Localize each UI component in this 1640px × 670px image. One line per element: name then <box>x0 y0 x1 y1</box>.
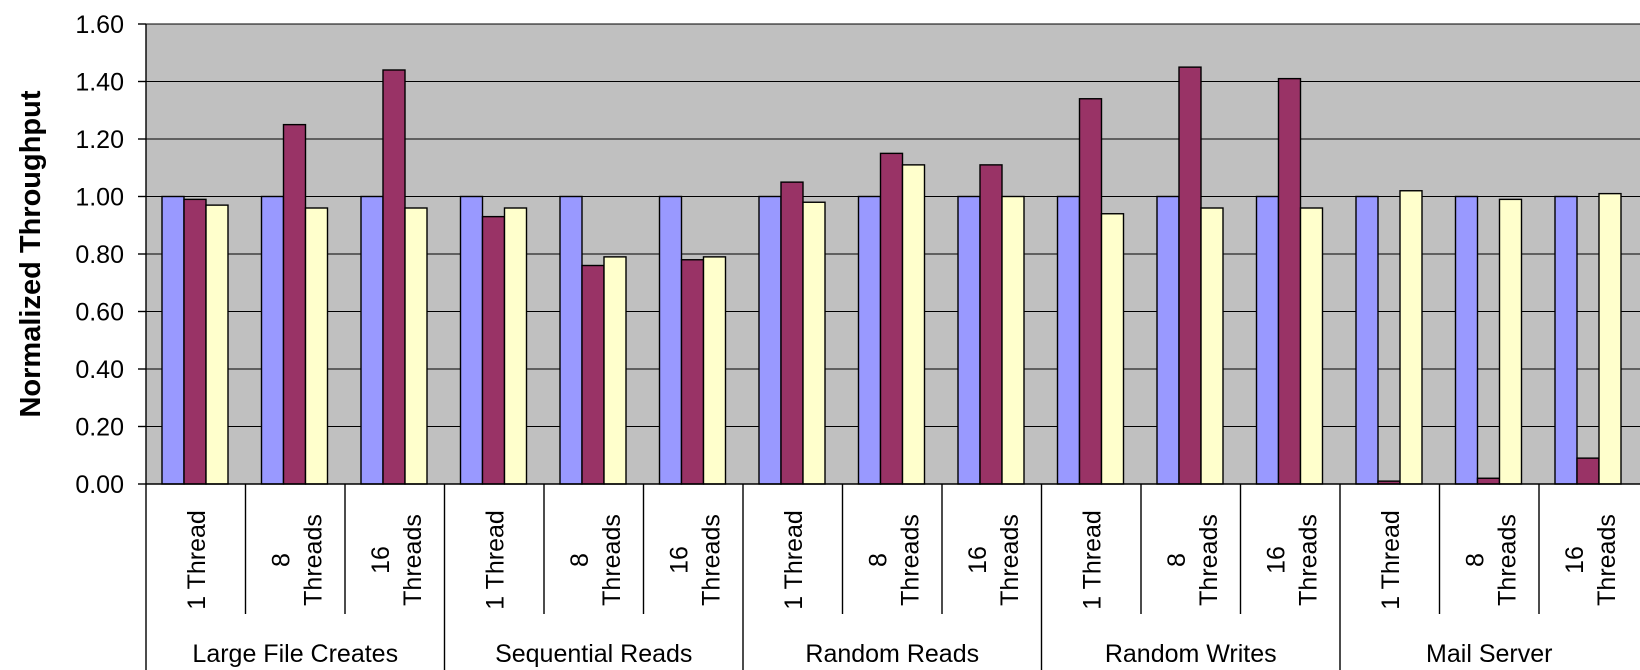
bar <box>758 195 782 485</box>
y-tick-label: 0.40 <box>75 356 124 384</box>
bar <box>1255 195 1280 485</box>
x-tick-label: 16 Threads <box>665 514 725 606</box>
bars <box>161 66 1622 485</box>
x-tick-label: 8 Threads <box>864 514 924 606</box>
bar <box>360 195 384 485</box>
bar <box>1598 192 1622 485</box>
x-tick-label: 8 Threads <box>267 514 327 606</box>
bar <box>581 264 605 485</box>
y-tick-labels: 0.00 0.20 0.40 0.60 0.80 1.00 1.20 1.40 1.60 <box>75 11 124 499</box>
x-tick-label: 16 Threads <box>1561 514 1621 606</box>
bar <box>260 195 285 485</box>
bar <box>658 195 683 485</box>
x-tick-labels: 1 Thread 8 Threads 16 Threads 1 Thread 8 Thread… <box>183 510 1621 610</box>
bar <box>1399 190 1423 485</box>
y-tick-label: 0.60 <box>75 299 124 327</box>
bar <box>979 164 1003 485</box>
bar <box>161 195 185 485</box>
bar <box>802 201 826 485</box>
x-tick-label: 8 Threads <box>1163 514 1223 606</box>
group-label: Large File Creates <box>192 640 398 668</box>
bar <box>1299 207 1324 485</box>
bar <box>183 198 207 485</box>
x-tick-label: 1 Thread <box>780 510 808 610</box>
bar <box>1178 66 1202 485</box>
bar <box>1056 195 1081 485</box>
bar <box>503 207 528 485</box>
bar <box>879 152 904 485</box>
x-tick-label: 16 Threads <box>1262 514 1322 606</box>
bar <box>857 195 882 485</box>
axes <box>138 23 1640 670</box>
y-tick-label: 0.80 <box>75 241 124 269</box>
y-tick-label: 1.60 <box>75 11 124 39</box>
x-tick-label: 8 Threads <box>1461 514 1521 606</box>
group-label: Sequential Reads <box>495 640 692 668</box>
bar <box>1498 198 1523 485</box>
bar <box>304 207 329 485</box>
bar <box>382 69 406 485</box>
bar <box>459 195 484 485</box>
bar <box>680 259 705 485</box>
bar <box>559 195 583 485</box>
x-tick-label: 1 Thread <box>1078 510 1106 610</box>
group-label: Mail Server <box>1426 640 1552 668</box>
x-tick-label: 16 Threads <box>367 514 427 606</box>
y-tick-label: 1.40 <box>75 69 124 97</box>
bar <box>481 215 506 485</box>
y-axis-label: Normalized Throughput <box>15 90 47 417</box>
x-tick-label: 1 Thread <box>1377 510 1405 610</box>
bar <box>1476 477 1501 485</box>
bar <box>1277 77 1302 485</box>
y-tick-label: 1.00 <box>75 184 124 212</box>
bar <box>1001 195 1025 485</box>
y-tick-label: 0.20 <box>75 414 124 442</box>
x-tick-label: 1 Thread <box>183 510 211 610</box>
bar <box>702 256 727 485</box>
bar <box>780 181 804 485</box>
bar <box>1200 207 1224 485</box>
bar <box>603 256 627 485</box>
x-tick-label: 16 Threads <box>964 514 1024 606</box>
x-tick-label: 1 Thread <box>481 510 509 610</box>
bar <box>1576 457 1600 485</box>
bar <box>205 204 229 485</box>
bar <box>957 195 981 485</box>
x-tick-label: 8 Threads <box>566 514 626 606</box>
group-label: Random Reads <box>805 640 979 668</box>
bar <box>1156 195 1180 485</box>
bar <box>1554 195 1578 485</box>
y-tick-label: 1.20 <box>75 126 124 154</box>
bar <box>404 207 428 485</box>
bar <box>1454 195 1479 485</box>
bar <box>1078 98 1103 485</box>
y-tick-label: 0.00 <box>75 471 124 499</box>
bar <box>1100 213 1125 485</box>
bar <box>1355 195 1379 485</box>
group-labels: Large File Creates Sequential Reads Random… <box>192 640 1552 668</box>
group-label: Random Writes <box>1105 640 1277 668</box>
bar <box>901 164 926 485</box>
bar <box>282 123 307 485</box>
